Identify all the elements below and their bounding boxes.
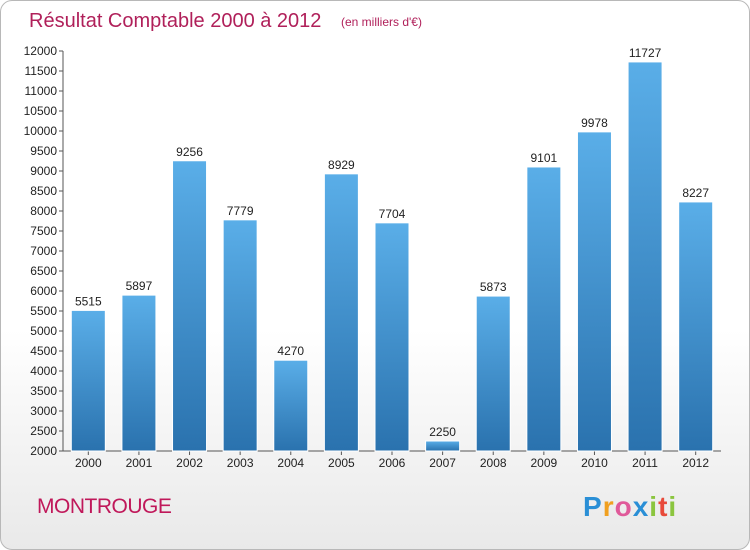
chart-title: Résultat Comptable 2000 à 2012 xyxy=(29,10,321,32)
bar-2008 xyxy=(475,295,511,452)
data-label-2011: 11727 xyxy=(629,46,662,60)
bar-2005 xyxy=(323,173,359,452)
data-label-2012: 8227 xyxy=(682,186,709,200)
y-tick-label: 7500 xyxy=(30,224,57,238)
bar-2003 xyxy=(222,219,258,452)
y-tick-label: 2500 xyxy=(30,424,57,438)
bars-group: 5515 5897 9256 7779 4270 8929 7704 2250 5873 9101… xyxy=(70,46,714,452)
y-tick-label: 7000 xyxy=(30,244,57,258)
x-tick-label: 2007 xyxy=(429,456,456,470)
y-tick-label: 5500 xyxy=(30,304,57,318)
x-tick-label: 2004 xyxy=(277,456,304,470)
x-tick-label: 2003 xyxy=(227,456,254,470)
data-label-2010: 9978 xyxy=(581,116,608,130)
y-tick-label: 10500 xyxy=(24,104,58,118)
logo-letter: i xyxy=(649,491,659,522)
y-tick-label: 3000 xyxy=(30,404,57,418)
data-label-2003: 7779 xyxy=(227,204,254,218)
data-label-2000: 5515 xyxy=(75,294,102,308)
logo-letter: P xyxy=(583,491,603,522)
chart-subtitle: (en milliers d'€) xyxy=(341,15,422,29)
x-tick-label: 2002 xyxy=(176,456,203,470)
bar-2001 xyxy=(121,294,157,452)
data-label-2004: 4270 xyxy=(277,344,304,358)
x-tick-label: 2012 xyxy=(682,456,709,470)
x-tick-label: 2010 xyxy=(581,456,608,470)
bar-2004 xyxy=(273,359,309,452)
data-label-2007: 2250 xyxy=(429,425,456,439)
y-tick-label: 2000 xyxy=(30,444,57,458)
data-label-2002: 9256 xyxy=(176,145,203,159)
logo-letter: o xyxy=(614,491,633,522)
y-tick-label: 6500 xyxy=(30,264,57,278)
x-tick-label: 2001 xyxy=(126,456,153,470)
logo-letter: i xyxy=(668,491,678,522)
bar-2007 xyxy=(425,440,461,452)
y-tick-label: 10000 xyxy=(24,124,58,138)
x-tick-label: 2005 xyxy=(328,456,355,470)
bar-2010 xyxy=(576,131,612,452)
x-tick-label: 2000 xyxy=(75,456,102,470)
bar-2009 xyxy=(526,166,562,452)
x-tick-label: 2008 xyxy=(480,456,507,470)
bar-2002 xyxy=(172,160,208,452)
bar-2000 xyxy=(70,309,106,452)
city-name: MONTROUGE xyxy=(37,495,172,518)
y-tick-label: 4500 xyxy=(30,344,57,358)
x-axis: 2000 2001 2002 2003 2004 2005 2006 2007 2008 2009… xyxy=(63,450,721,470)
y-tick-label: 6000 xyxy=(30,284,57,298)
data-label-2008: 5873 xyxy=(480,280,507,294)
bar-2012 xyxy=(678,201,714,452)
y-tick-label: 3500 xyxy=(30,384,57,398)
y-tick-label: 12000 xyxy=(24,44,58,58)
bar-2011 xyxy=(627,61,663,452)
proxiti-logo[interactable]: Proxiti xyxy=(583,491,677,523)
y-tick-label: 9000 xyxy=(30,164,57,178)
data-label-2001: 5897 xyxy=(126,279,153,293)
y-tick-label: 11000 xyxy=(25,84,58,98)
x-tick-label: 2006 xyxy=(379,456,406,470)
y-tick-label: 8000 xyxy=(30,204,57,218)
logo-letter: t xyxy=(658,491,669,522)
logo-letter: r xyxy=(602,491,615,522)
y-tick-label: 5000 xyxy=(30,324,57,338)
data-label-2006: 7704 xyxy=(379,207,406,221)
y-tick-label: 4000 xyxy=(30,364,57,378)
y-axis: 2000 2500 3000 3500 4000 4500 5000 5500 6000 6500… xyxy=(24,44,64,458)
logo-letter: x xyxy=(632,491,650,522)
y-tick-label: 8500 xyxy=(30,184,57,198)
y-tick-label: 11500 xyxy=(25,64,58,78)
data-label-2009: 9101 xyxy=(530,151,557,165)
x-tick-label: 2011 xyxy=(632,456,658,470)
bar-2006 xyxy=(374,222,410,452)
data-label-2005: 8929 xyxy=(328,158,355,172)
y-tick-label: 9500 xyxy=(30,144,57,158)
x-tick-label: 2009 xyxy=(530,456,557,470)
